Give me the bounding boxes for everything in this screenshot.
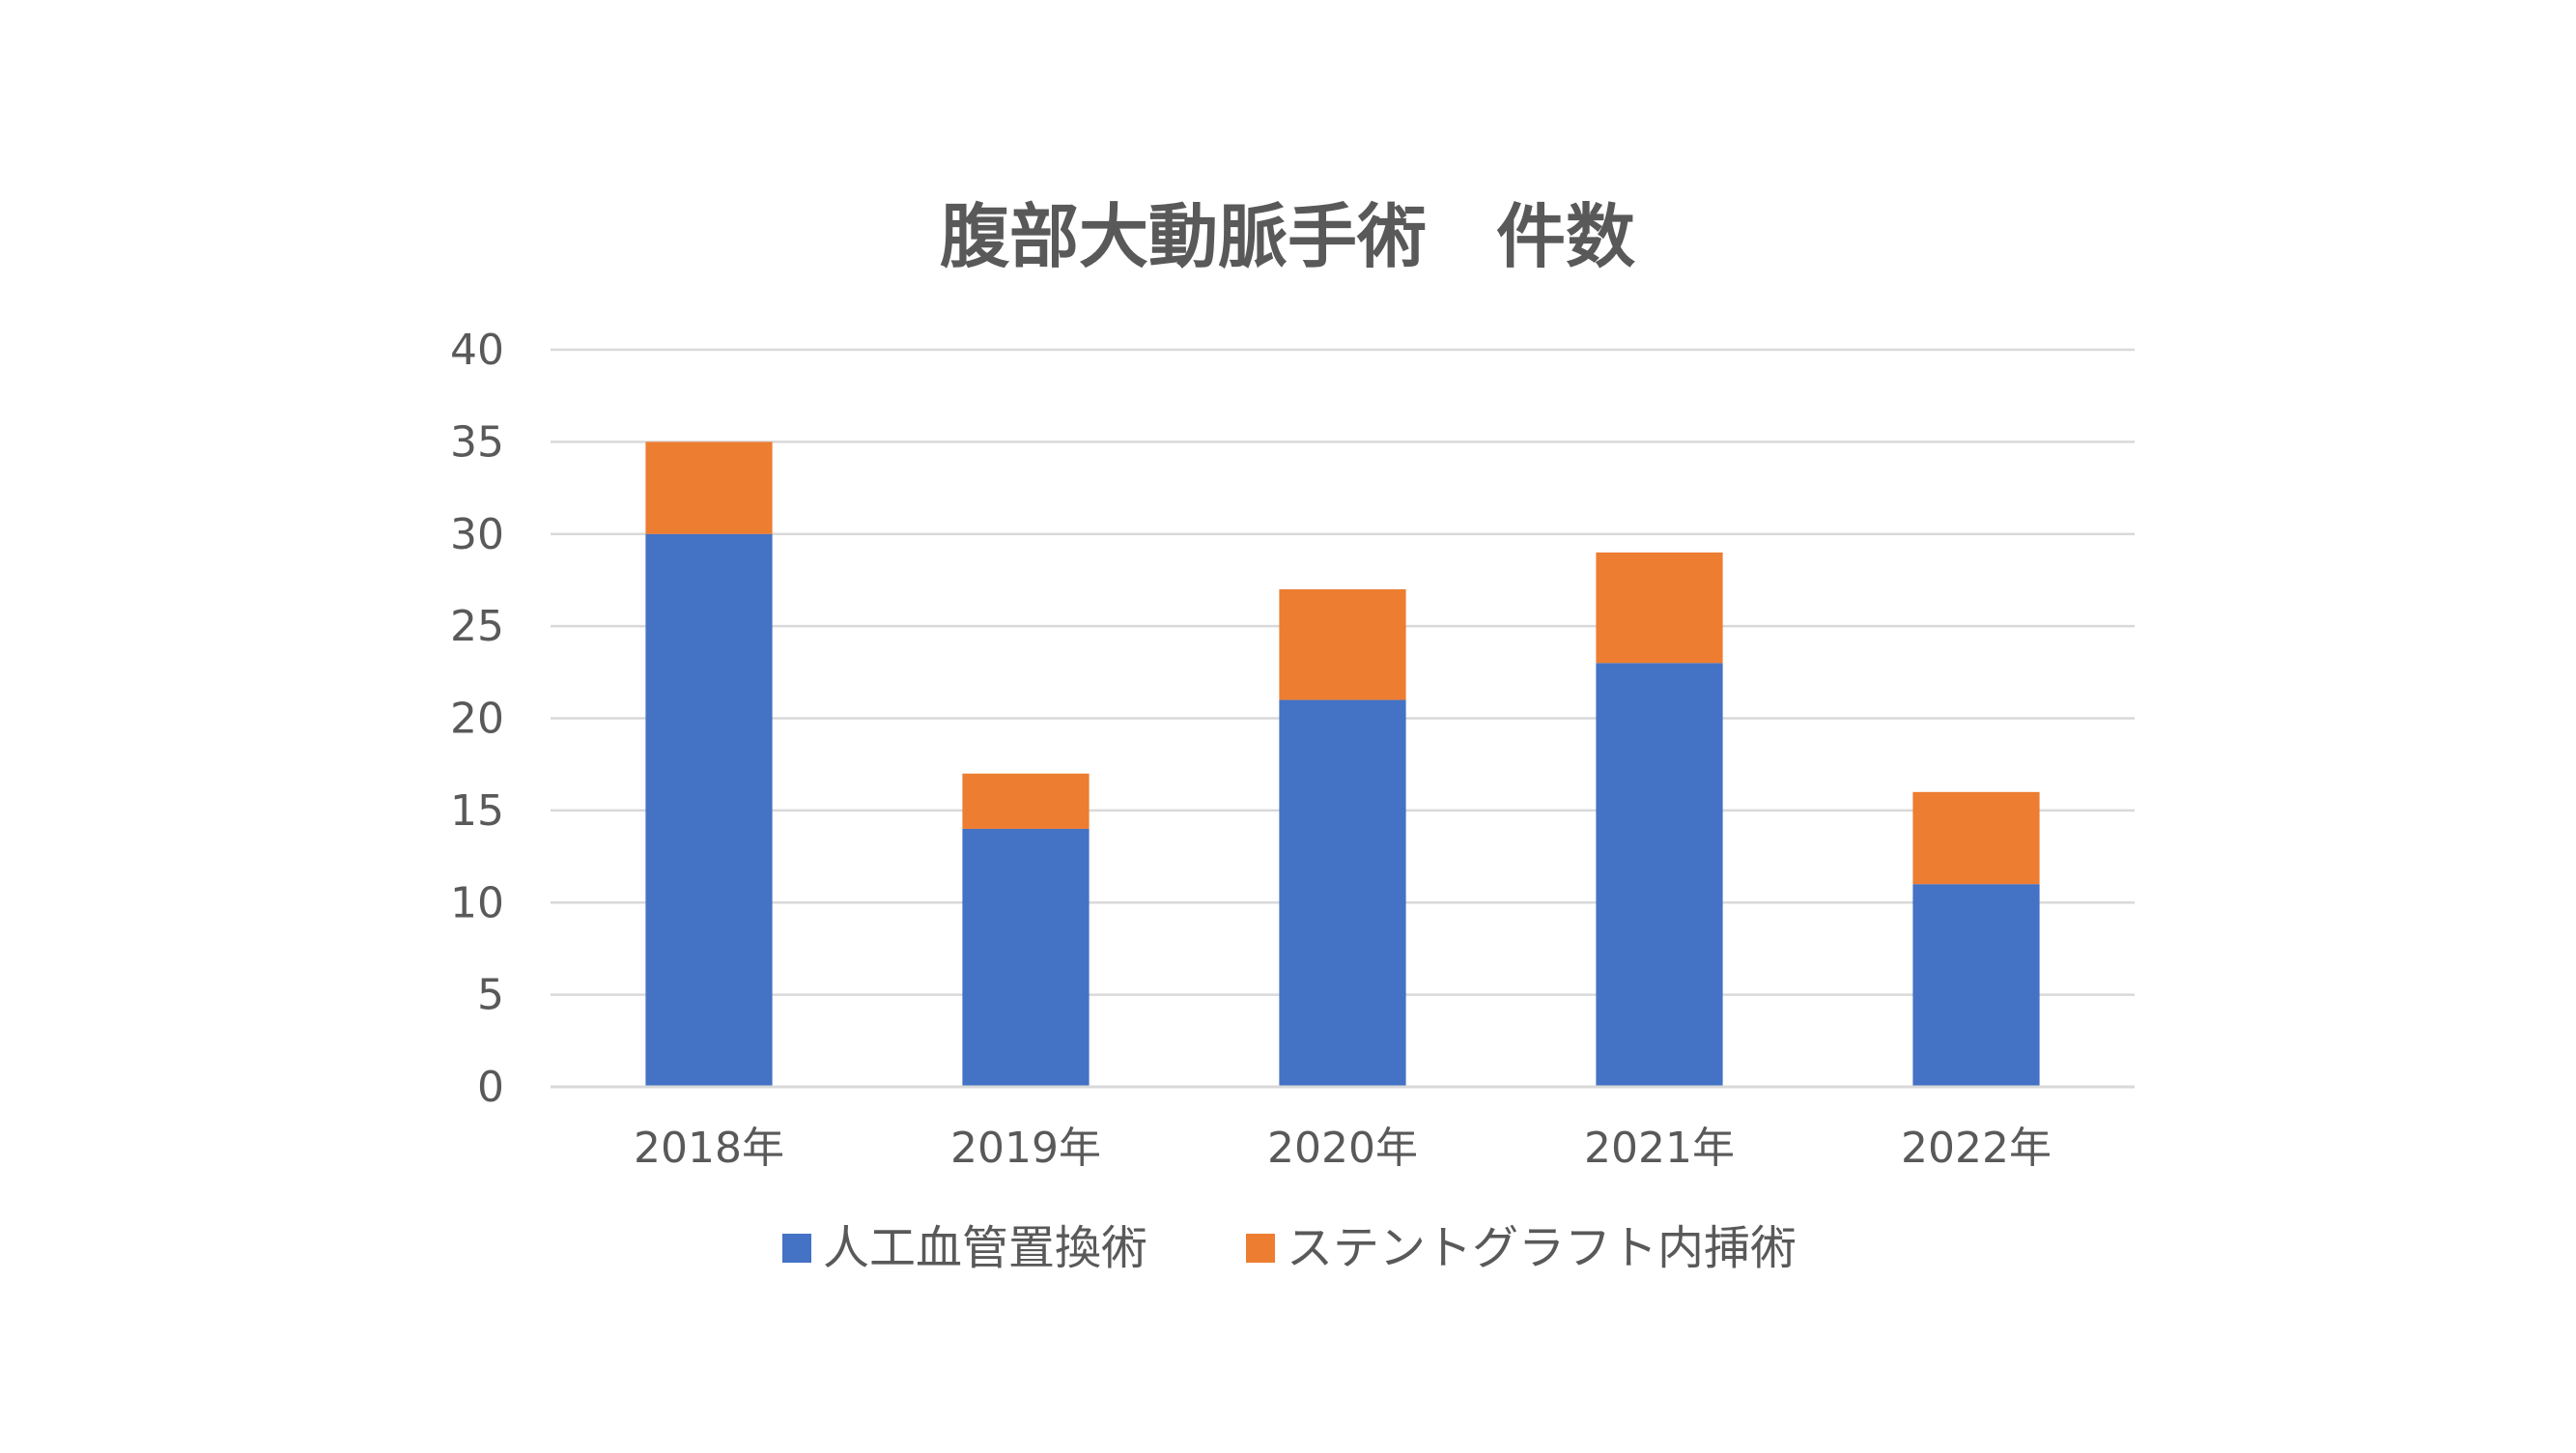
y-tick-label: 5 [477, 971, 504, 1020]
legend: 人工血管置換術 ステントグラフト内挿術 [782, 1221, 1797, 1275]
x-axis-ticks: 2018年 2019年 2020年 2021年 2022年 [634, 1124, 2052, 1173]
x-tick-label: 2019年 [950, 1124, 1101, 1173]
legend-swatch [1246, 1234, 1275, 1263]
y-tick-label: 30 [450, 510, 504, 559]
legend-label: 人工血管置換術 [823, 1221, 1147, 1275]
x-tick-label: 2018年 [634, 1124, 784, 1173]
bar-segment-graft-replacement [962, 828, 1090, 1087]
y-tick-label: 20 [450, 695, 504, 744]
y-tick-label: 25 [450, 602, 504, 651]
x-tick-label: 2021年 [1584, 1124, 1735, 1173]
bar-segment-graft-replacement [1912, 884, 2040, 1087]
bars [645, 442, 2040, 1087]
y-tick-label: 15 [450, 786, 504, 836]
y-tick-label: 0 [477, 1063, 504, 1112]
y-tick-label: 35 [450, 417, 504, 467]
chart-title: 腹部大動脈手術 件数 [940, 196, 1635, 277]
y-axis-ticks: 0 5 10 15 20 25 30 35 40 [450, 326, 504, 1112]
bar-segment-stent-graft [645, 442, 773, 534]
y-tick-label: 10 [450, 878, 504, 927]
bar-segment-graft-replacement [1279, 699, 1406, 1087]
bar-segment-stent-graft [1912, 791, 2040, 885]
bar-segment-stent-graft [962, 773, 1090, 829]
bar-segment-graft-replacement [1596, 663, 1723, 1087]
legend-label: ステントグラフト内挿術 [1287, 1221, 1797, 1275]
bar-segment-stent-graft [1596, 552, 1723, 664]
bar-segment-graft-replacement [645, 533, 773, 1087]
x-tick-label: 2020年 [1267, 1124, 1418, 1173]
legend-swatch [782, 1234, 811, 1263]
x-tick-label: 2022年 [1901, 1124, 2052, 1173]
y-tick-label: 40 [450, 326, 504, 375]
bar-segment-stent-graft [1279, 588, 1406, 700]
